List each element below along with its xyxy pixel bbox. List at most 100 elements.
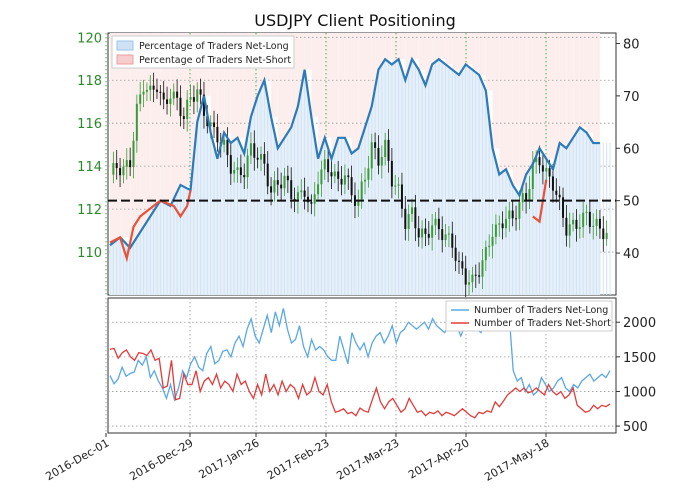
price-candle-body xyxy=(142,91,145,95)
price-candle-body xyxy=(125,160,128,167)
price-candle-body xyxy=(488,245,491,248)
background-band-top xyxy=(425,33,433,86)
price-candle-body xyxy=(535,157,538,163)
price-candle-body xyxy=(568,224,571,236)
price-candle-body xyxy=(283,175,286,189)
right-axis-tick-label: 50 xyxy=(623,195,640,210)
price-candle-body xyxy=(595,218,598,226)
background-band-top xyxy=(492,33,500,149)
price-candle-body xyxy=(585,211,588,213)
background-band-top xyxy=(297,33,305,107)
background-band-top xyxy=(519,33,527,196)
price-candle-body xyxy=(421,228,424,238)
background-band-top xyxy=(566,33,574,149)
background-band-top xyxy=(418,33,426,70)
background-band-top xyxy=(351,33,359,154)
price-candle-body xyxy=(149,85,152,90)
price-candle-body xyxy=(602,228,605,240)
background-band-top xyxy=(338,33,345,138)
lower-axis-tick-label: 2000 xyxy=(623,316,656,331)
background-band-top xyxy=(318,33,325,159)
background-band-top xyxy=(526,33,533,175)
background-band-top xyxy=(150,33,161,217)
chart-title: USDJPY Client Positioning xyxy=(254,11,456,30)
price-candle-body xyxy=(531,162,534,190)
price-candle-body xyxy=(327,159,330,173)
net-short-pct-line-late xyxy=(532,179,548,224)
positioning-lines xyxy=(109,56,600,263)
x-axis-tick-label: 2016-Dec-01 xyxy=(43,436,111,483)
background-band-top xyxy=(579,33,587,128)
price-candle-body xyxy=(491,236,494,246)
price-candle-body xyxy=(360,181,363,200)
background-band-top xyxy=(130,33,141,248)
price-candle-body xyxy=(337,171,340,179)
x-axis-tick-label: 2017-Mar-23 xyxy=(334,436,401,482)
background-band-top xyxy=(405,33,413,81)
price-candle-body xyxy=(384,139,387,158)
price-candle-body xyxy=(588,211,591,227)
left-axis-tick-label: 112 xyxy=(77,203,102,218)
background-band-top xyxy=(573,33,580,138)
price-candle-body xyxy=(243,175,246,178)
background-band-top xyxy=(391,33,399,65)
price-candle-body xyxy=(558,194,561,198)
background-band-top xyxy=(532,33,540,164)
price-candle-body xyxy=(444,234,447,241)
price-candle-body xyxy=(112,162,115,175)
left-axis-tick-label: 118 xyxy=(77,74,102,89)
background-band-top xyxy=(552,33,560,170)
price-candle-body xyxy=(457,260,460,262)
background-band-top xyxy=(324,33,332,138)
price-candle-body xyxy=(317,184,320,195)
price-candle-body xyxy=(350,177,353,196)
background-band-top xyxy=(505,33,513,170)
price-candle-body xyxy=(229,155,232,174)
background-band-top xyxy=(445,33,453,65)
price-candle-body xyxy=(310,202,313,204)
price-candle-body xyxy=(179,97,182,117)
background-band-top xyxy=(546,33,553,159)
upper-panel: 110 112 114 116 118 120 40 50 60 70 80 Percentage… xyxy=(77,31,640,298)
price-candle-body xyxy=(598,218,601,229)
price-candle-body xyxy=(508,210,511,219)
price-candle-body xyxy=(434,218,437,226)
price-candle-body xyxy=(155,89,158,92)
left-axis-tick-label: 114 xyxy=(77,160,102,175)
background-band-top xyxy=(284,33,292,138)
price-candle-body xyxy=(454,247,457,261)
price-candle-body xyxy=(145,89,148,92)
price-candle-body xyxy=(202,94,205,116)
price-candle-body xyxy=(447,233,450,235)
background-band-top xyxy=(311,33,319,117)
left-axis-ticks: 110 112 114 116 118 120 xyxy=(77,31,102,261)
price-candle-body xyxy=(162,92,165,100)
price-candle-body xyxy=(132,140,135,168)
price-candle-body xyxy=(176,91,179,98)
net-short-pct-line xyxy=(109,189,192,263)
price-candle-body xyxy=(551,176,554,191)
price-candle-body xyxy=(541,165,544,172)
price-candle-body xyxy=(303,190,306,197)
background-band-top xyxy=(586,33,594,133)
price-candle-body xyxy=(400,184,403,209)
price-candle-body xyxy=(236,167,239,170)
price-candle-body xyxy=(330,172,333,177)
price-candle-body xyxy=(572,219,575,225)
price-candle-body xyxy=(451,233,454,248)
price-candle-body xyxy=(548,168,551,177)
background-band-top xyxy=(385,33,392,60)
net-long-pct-line xyxy=(109,56,600,250)
legend-label-net-short-pct: Percentage of Traders Net-Short xyxy=(139,55,291,66)
background-band-top xyxy=(485,33,493,91)
price-candle-body xyxy=(390,160,393,187)
background-band-top xyxy=(432,33,439,65)
price-candle-body xyxy=(525,193,528,201)
background-band-top xyxy=(465,33,473,65)
upper-legend: Percentage of Traders Net-Long Percentag… xyxy=(111,35,295,69)
price-candle-body xyxy=(357,199,360,206)
price-candle-body xyxy=(286,175,289,181)
price-candle-body xyxy=(320,169,323,185)
